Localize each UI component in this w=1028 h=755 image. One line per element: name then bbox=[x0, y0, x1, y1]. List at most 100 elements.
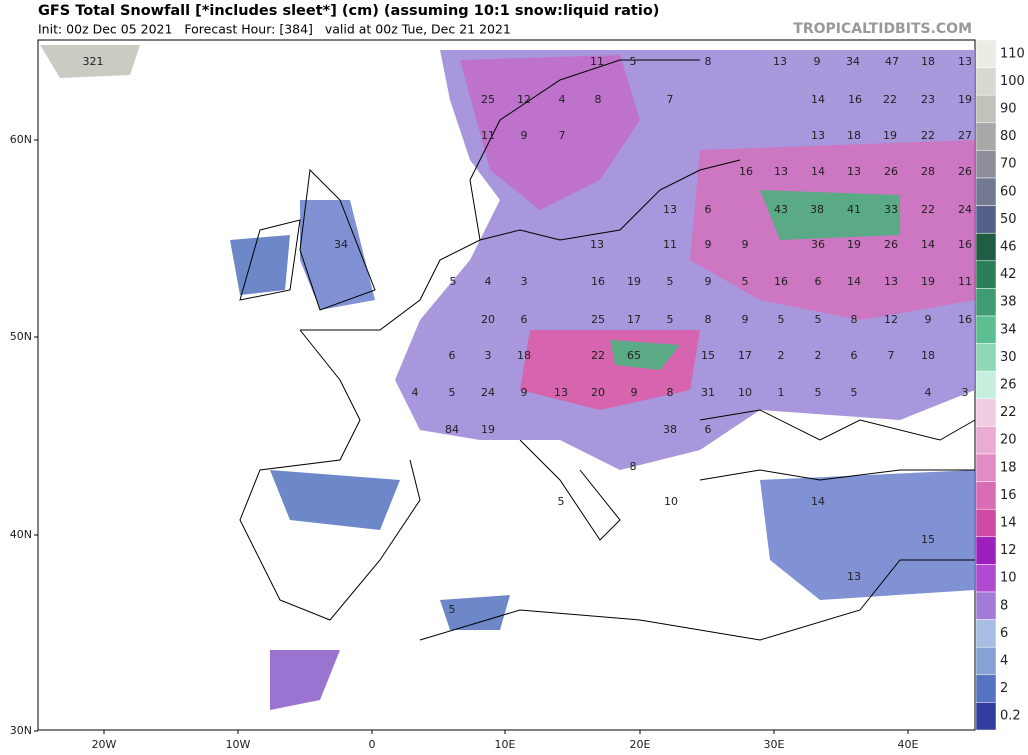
snow-label: 34 bbox=[846, 55, 860, 68]
snow-label: 18 bbox=[847, 129, 861, 142]
colorbar-label: 12 bbox=[1000, 543, 1017, 558]
colorbar-label: 50 bbox=[1000, 212, 1017, 227]
snow-label: 5 bbox=[742, 275, 749, 288]
snow-label: 14 bbox=[811, 495, 825, 508]
title: GFS Total Snowfall [*includes sleet*] (c… bbox=[38, 3, 659, 19]
snow-label: 4 bbox=[485, 275, 492, 288]
colorbar-label: 22 bbox=[1000, 405, 1017, 420]
colorbar-label: 26 bbox=[1000, 378, 1017, 393]
snow-label: 10 bbox=[738, 386, 752, 399]
lon-label: 20E bbox=[630, 738, 651, 751]
snow-label: 13 bbox=[774, 165, 788, 178]
snow-label: 19 bbox=[921, 275, 935, 288]
colorbar-label: 30 bbox=[1000, 350, 1017, 365]
map bbox=[37, 39, 976, 731]
colorbar-swatch bbox=[975, 232, 997, 262]
snow-label: 16 bbox=[958, 313, 972, 326]
snow-label: 41 bbox=[847, 203, 861, 216]
snow-label: 13 bbox=[884, 275, 898, 288]
colorbar-label: 2 bbox=[1000, 681, 1008, 696]
subtitle: Init: 00z Dec 05 2021 Forecast Hour: [38… bbox=[38, 22, 511, 37]
snow-label: 6 bbox=[815, 275, 822, 288]
colorbar-label: 110 bbox=[1000, 46, 1025, 61]
snow-label: 19 bbox=[883, 129, 897, 142]
snow-label: 20 bbox=[591, 386, 605, 399]
snow-label: 7 bbox=[888, 349, 895, 362]
colorbar-swatch bbox=[975, 702, 997, 731]
colorbar-label: 42 bbox=[1000, 267, 1017, 282]
snow-label: 27 bbox=[958, 129, 972, 142]
colorbar-swatch bbox=[975, 536, 997, 565]
snow-label: 8 bbox=[630, 460, 637, 473]
snow-label: 16 bbox=[739, 165, 753, 178]
snow-label: 16 bbox=[774, 275, 788, 288]
snow-label: 8 bbox=[667, 386, 674, 399]
snow-label: 34 bbox=[334, 238, 348, 251]
snow-label: 15 bbox=[921, 533, 935, 546]
lat-label: 40N bbox=[10, 528, 32, 541]
snow-label: 8 bbox=[595, 93, 602, 106]
lat-label: 60N bbox=[10, 133, 32, 146]
snow-label: 65 bbox=[627, 349, 641, 362]
coastlines bbox=[239, 59, 976, 641]
colorbar-swatch bbox=[975, 481, 997, 510]
snow-label: 24 bbox=[481, 386, 495, 399]
colorbar-swatch bbox=[975, 288, 997, 317]
snow-label: 31 bbox=[701, 386, 715, 399]
snow-label: 9 bbox=[814, 55, 821, 68]
snow-label: 3 bbox=[485, 349, 492, 362]
snow-label: 13 bbox=[590, 238, 604, 251]
colorbar-label: 10 bbox=[1000, 571, 1017, 586]
colorbar-swatch bbox=[975, 370, 997, 400]
colorbar-swatch bbox=[975, 591, 997, 620]
snow-label: 14 bbox=[811, 93, 825, 106]
snow-label: 22 bbox=[883, 93, 897, 106]
snow-label: 6 bbox=[449, 349, 456, 362]
snow-label: 12 bbox=[517, 93, 531, 106]
snow-label: 6 bbox=[705, 423, 712, 436]
lon-label: 0 bbox=[369, 738, 376, 751]
colorbar-label: 4 bbox=[1000, 654, 1008, 669]
snow-label: 20 bbox=[481, 313, 495, 326]
snow-label: 9 bbox=[742, 238, 749, 251]
colorbar-swatch bbox=[975, 205, 997, 234]
colorbar-label: 60 bbox=[1000, 184, 1017, 199]
colorbar-swatch bbox=[975, 39, 997, 68]
colorbar-label: 90 bbox=[1000, 102, 1017, 117]
colorbar-label: 80 bbox=[1000, 129, 1017, 144]
snow-label: 5 bbox=[558, 495, 565, 508]
snow-label: 13 bbox=[847, 165, 861, 178]
snow-label: 5 bbox=[667, 275, 674, 288]
snow-label: 9 bbox=[521, 129, 528, 142]
snow-label: 19 bbox=[627, 275, 641, 288]
snow-label: 6 bbox=[851, 349, 858, 362]
snow-label: 5 bbox=[449, 386, 456, 399]
snow-label: 19 bbox=[847, 238, 861, 251]
colorbar-label: 70 bbox=[1000, 157, 1017, 172]
snow-label: 10 bbox=[664, 495, 678, 508]
snow-label: 43 bbox=[774, 203, 788, 216]
snow-label: 3 bbox=[521, 275, 528, 288]
snow-label: 14 bbox=[811, 165, 825, 178]
colorbar-swatch bbox=[975, 426, 997, 455]
colorbar-label: 100 bbox=[1000, 74, 1025, 89]
snow-label: 13 bbox=[663, 203, 677, 216]
snow-label: 5 bbox=[778, 313, 785, 326]
snow-label: 7 bbox=[559, 129, 566, 142]
lon-label: 10W bbox=[226, 738, 251, 751]
snow-label: 38 bbox=[810, 203, 824, 216]
lon-label: 10E bbox=[495, 738, 516, 751]
snow-label: 13 bbox=[773, 55, 787, 68]
snow-label: 4 bbox=[412, 386, 419, 399]
snow-label: 8 bbox=[705, 55, 712, 68]
colorbar-swatch bbox=[975, 398, 997, 427]
snow-label: 22 bbox=[591, 349, 605, 362]
snow-label: 36 bbox=[811, 238, 825, 251]
snow-label: 321 bbox=[83, 55, 104, 68]
snow-label: 4 bbox=[925, 386, 932, 399]
snow-label: 19 bbox=[958, 93, 972, 106]
snow-label: 6 bbox=[705, 203, 712, 216]
snow-fields bbox=[40, 45, 975, 710]
colorbar-swatch bbox=[975, 564, 997, 593]
watermark: TROPICALTIDBITS.COM bbox=[793, 21, 972, 37]
